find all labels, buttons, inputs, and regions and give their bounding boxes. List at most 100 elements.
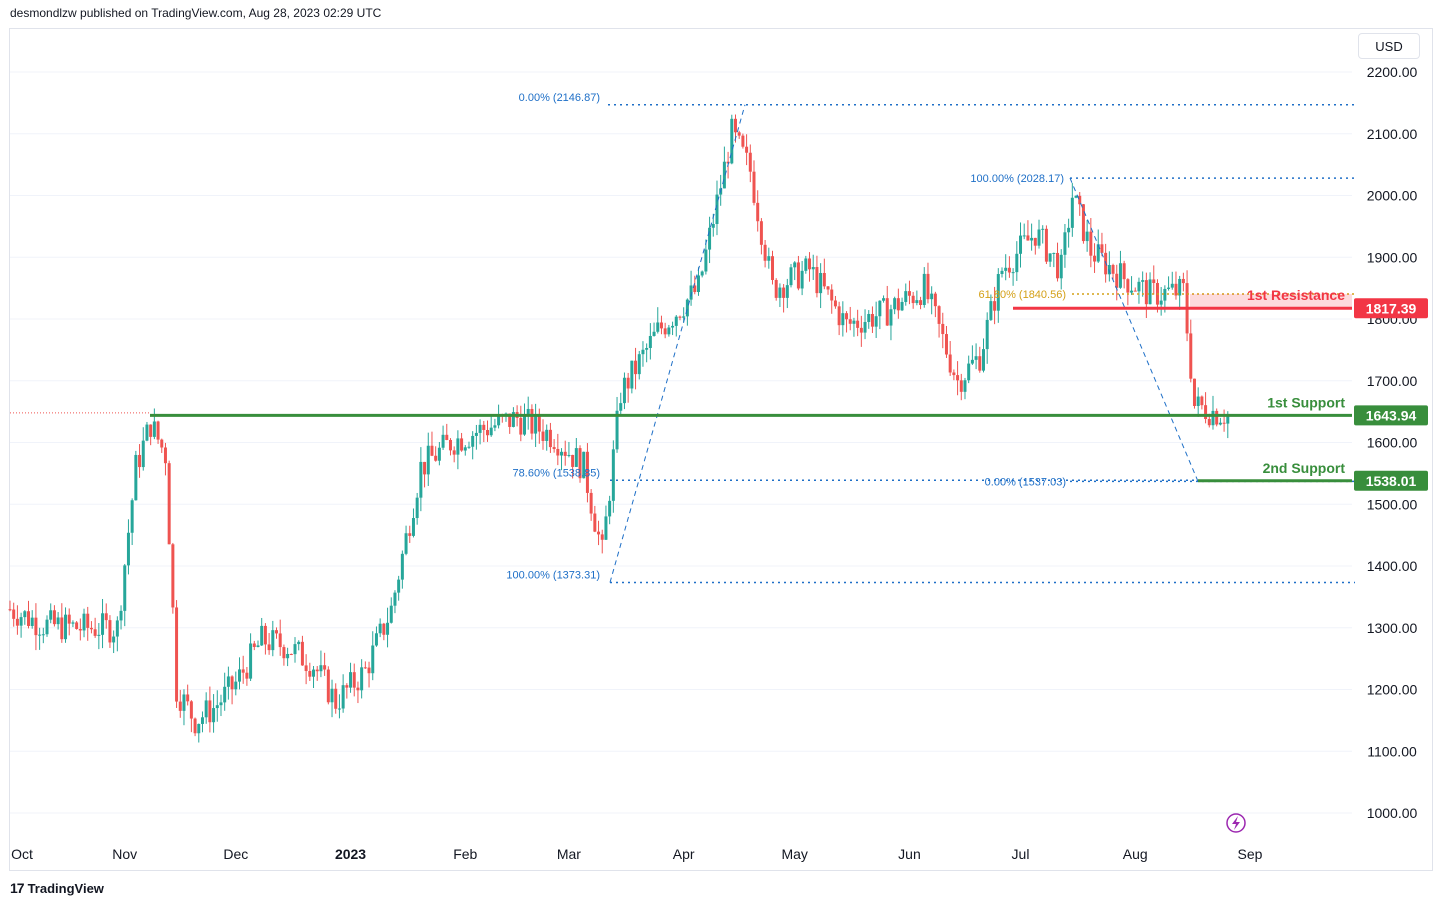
candle-body[interactable] (482, 424, 486, 430)
candle-body[interactable] (523, 415, 527, 435)
candle-body[interactable] (878, 300, 882, 317)
candle-body[interactable] (1170, 283, 1174, 288)
candle-body[interactable] (341, 685, 345, 709)
candle-body[interactable] (537, 414, 541, 432)
candle-body[interactable] (64, 614, 68, 640)
candle-body[interactable] (126, 532, 130, 566)
candle-body[interactable] (1063, 232, 1067, 255)
candle-body[interactable] (189, 701, 193, 719)
candle-body[interactable] (419, 461, 423, 498)
candle-body[interactable] (756, 202, 760, 222)
candle-body[interactable] (1133, 290, 1137, 292)
candle-body[interactable] (408, 533, 412, 536)
candle-body[interactable] (841, 313, 845, 326)
candle-body[interactable] (622, 377, 626, 404)
candle-body[interactable] (86, 613, 90, 628)
candle-body[interactable] (700, 271, 704, 276)
candle-body[interactable] (1192, 378, 1196, 407)
candle-body[interactable] (711, 223, 715, 228)
candle-body[interactable] (1015, 253, 1019, 273)
candle-body[interactable] (585, 451, 589, 493)
candle-body[interactable] (93, 629, 97, 636)
candle-body[interactable] (1052, 252, 1056, 254)
candle-body[interactable] (489, 427, 493, 436)
candle-body[interactable] (508, 413, 512, 427)
candle-body[interactable] (263, 625, 267, 645)
candle-body[interactable] (104, 613, 108, 621)
candle-body[interactable] (167, 463, 171, 545)
candle-body[interactable] (56, 617, 60, 625)
candle-body[interactable] (1159, 300, 1163, 305)
candle-body[interactable] (130, 500, 134, 533)
candle-body[interactable] (1163, 288, 1167, 301)
candle-body[interactable] (219, 702, 223, 706)
candle-body[interactable] (360, 667, 364, 691)
candle-body[interactable] (315, 669, 319, 672)
candle-body[interactable] (186, 694, 190, 702)
candle-body[interactable] (1222, 422, 1226, 424)
candle-body[interactable] (1056, 252, 1060, 279)
candle-body[interactable] (171, 544, 175, 608)
candle-body[interactable] (634, 360, 638, 375)
candle-body[interactable] (1207, 419, 1211, 426)
candle-body[interactable] (34, 617, 38, 636)
candle-body[interactable] (300, 641, 304, 666)
candle-body[interactable] (1093, 255, 1097, 262)
candle-body[interactable] (919, 300, 923, 305)
candle-body[interactable] (567, 454, 571, 456)
candle-body[interactable] (49, 610, 53, 620)
candle-body[interactable] (782, 287, 786, 298)
candle-body[interactable] (745, 146, 749, 153)
candle-body[interactable] (1000, 270, 1004, 275)
candle-body[interactable] (426, 445, 430, 475)
candle-body[interactable] (963, 380, 967, 392)
candle-body[interactable] (19, 617, 23, 626)
candle-body[interactable] (1115, 273, 1119, 288)
candle-body[interactable] (334, 688, 338, 709)
candle-body[interactable] (1067, 227, 1071, 233)
candle-body[interactable] (556, 448, 560, 456)
candle-body[interactable] (67, 614, 71, 624)
candle-body[interactable] (123, 565, 127, 611)
candle-body[interactable] (1030, 237, 1034, 241)
candle-body[interactable] (497, 415, 501, 426)
candle-body[interactable] (645, 347, 649, 350)
candle-body[interactable] (941, 323, 945, 335)
candle-body[interactable] (560, 451, 564, 456)
candle-body[interactable] (474, 432, 478, 436)
candle-body[interactable] (785, 285, 789, 298)
candle-body[interactable] (904, 291, 908, 302)
candle-body[interactable] (282, 647, 286, 659)
candle-body[interactable] (659, 322, 663, 329)
candle-body[interactable] (948, 354, 952, 373)
candle-body[interactable] (267, 644, 271, 651)
candle-body[interactable] (1178, 278, 1182, 296)
candle-body[interactable] (141, 440, 145, 468)
candle-body[interactable] (15, 618, 19, 626)
candle-body[interactable] (363, 667, 367, 669)
candle-body[interactable] (589, 492, 593, 514)
candle-body[interactable] (563, 451, 567, 456)
candle-body[interactable] (82, 613, 86, 631)
candle-body[interactable] (763, 244, 767, 261)
candle-body[interactable] (38, 634, 42, 636)
candle-body[interactable] (134, 454, 138, 501)
candle-body[interactable] (386, 622, 390, 635)
candle-body[interactable] (371, 645, 375, 674)
candle-body[interactable] (345, 685, 349, 688)
candle-body[interactable] (1174, 283, 1178, 296)
candle-body[interactable] (423, 461, 427, 475)
candle-body[interactable] (685, 299, 689, 317)
candle-body[interactable] (119, 610, 123, 621)
candle-body[interactable] (349, 672, 353, 688)
candle-body[interactable] (967, 363, 971, 381)
candle-body[interactable] (915, 300, 919, 304)
candle-body[interactable] (819, 272, 823, 294)
candle-body[interactable] (52, 610, 56, 625)
candle-body[interactable] (152, 421, 156, 437)
candle-body[interactable] (722, 161, 726, 189)
candle-body[interactable] (230, 676, 234, 690)
candle-body[interactable] (1126, 279, 1130, 293)
candle-body[interactable] (204, 700, 208, 718)
candle-body[interactable] (619, 403, 623, 411)
